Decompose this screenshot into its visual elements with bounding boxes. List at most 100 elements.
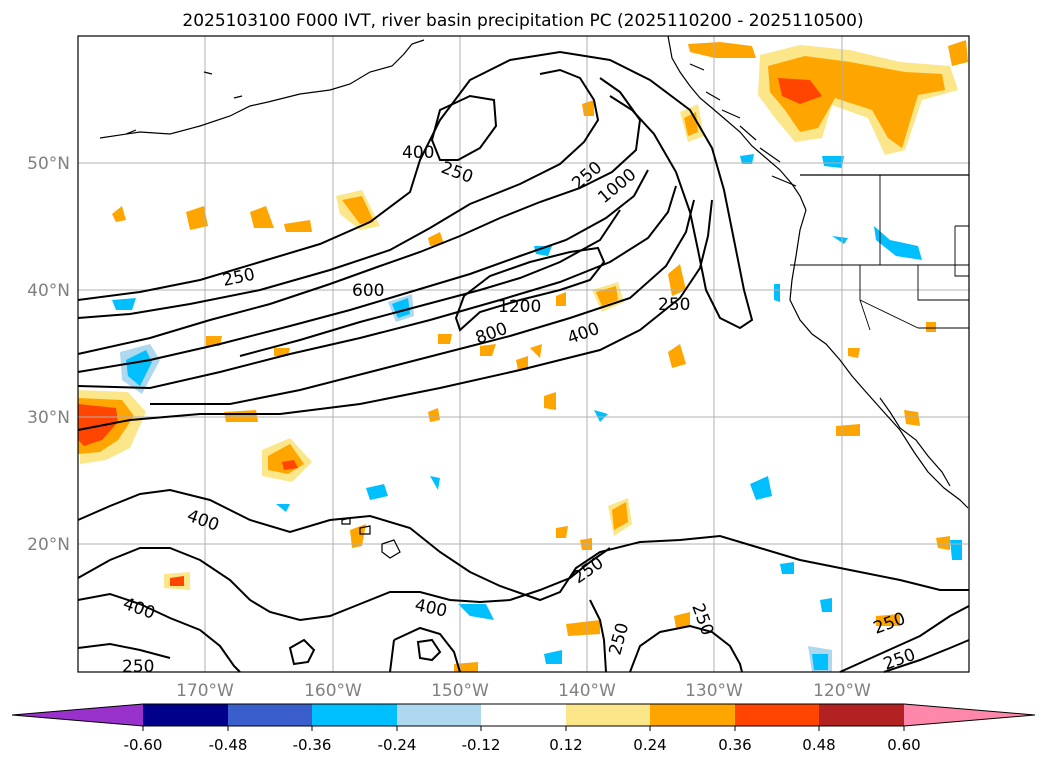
colorbar-tick-labels: -0.60 -0.48 -0.36 -0.24 -0.12 0.12 0.24 … [124, 736, 921, 754]
lat-label-50n: 50°N [27, 154, 70, 174]
shade-mid-13 [516, 356, 528, 370]
contour-ivt-south-loop-2 [288, 638, 316, 666]
contour-ivt-800-a [77, 185, 677, 390]
shade-mid-25 [556, 526, 568, 538]
shade-mid-3 [250, 206, 274, 228]
baja-coast [879, 397, 951, 487]
shade-coast-5 [936, 536, 950, 550]
bc-islands [689, 63, 797, 187]
colorbar-swatch [650, 704, 735, 726]
lat-label-30n: 30°N [27, 408, 70, 428]
shade-mid-17 [438, 334, 452, 344]
shade-bc-interior-peak [778, 78, 822, 104]
ivt-contours [77, 50, 970, 673]
colorbar: -0.60 -0.48 -0.36 -0.24 -0.12 0.12 0.24 … [11, 703, 1036, 754]
shade-ne-corner [948, 40, 968, 66]
colorbar-swatch [481, 704, 566, 726]
lat-labels: 50°N 40°N 30°N 20°N [27, 154, 70, 555]
colorbar-tick-label: 0.12 [549, 736, 582, 754]
contour-ivt-600-a [77, 169, 649, 373]
colorbar-swatch [312, 704, 397, 726]
colorbar-swatch [735, 704, 819, 726]
shade-mid-10 [668, 264, 686, 296]
shade-blue-8 [822, 156, 844, 168]
shade-hawaii-n-peak [282, 460, 298, 470]
shade-mid-21 [582, 100, 594, 116]
contour-label: 1200 [498, 297, 541, 317]
colorbar-tick-label: 0.24 [633, 736, 666, 754]
colorbar-ticks [142, 726, 905, 731]
coastlines [99, 35, 969, 509]
contour-ivt-south-right-2 [839, 605, 970, 673]
colorbar-tick-label: 0.60 [887, 736, 920, 754]
colorbar-swatch [566, 704, 650, 726]
contour-ivt-400-a [77, 77, 642, 355]
shade-mid-9c [596, 286, 618, 306]
contour-label: 400 [402, 143, 434, 163]
pacific-nw-coast [789, 209, 969, 509]
shade-blue-7 [874, 226, 922, 260]
shade-mid-1c [342, 196, 374, 224]
hawaii-big-island [381, 539, 401, 559]
shade-mid-2 [186, 206, 208, 230]
shade-mid-28 [674, 612, 690, 628]
contour-ivt-loop-1200 [454, 246, 606, 332]
colorbar-tick-label: -0.60 [124, 736, 163, 754]
shade-blue-12 [594, 410, 608, 422]
shade-blue-5 [750, 476, 772, 500]
contour-ivt-south-bottom [77, 642, 171, 659]
lat-label-20n: 20°N [27, 535, 70, 555]
shade-coast-4 [876, 614, 900, 626]
colorbar-tick-label: 0.48 [802, 736, 835, 754]
shade-mid-6 [428, 232, 444, 246]
shade-blue-10 [832, 236, 848, 244]
colorbar-tick-label: -0.48 [209, 736, 248, 754]
shade-blue-15 [276, 504, 290, 512]
colorbar-swatch [143, 704, 228, 726]
shade-mid-15 [530, 344, 542, 358]
alaska-coast [99, 39, 425, 139]
maui [359, 525, 371, 535]
shade-blue-4 [544, 650, 562, 664]
lon-label-170w: 170°W [176, 681, 234, 701]
shade-mid-23 [350, 524, 366, 548]
alaska-panhandle-coast [667, 35, 807, 211]
shade-coast-3 [836, 424, 860, 436]
shade-mid-11 [668, 344, 686, 368]
lon-label-120w: 120°W [813, 681, 871, 701]
contour-ivt-250-inner-2 [77, 68, 600, 319]
alaska-islands [125, 71, 243, 135]
lon-label-150w: 150°W [431, 681, 489, 701]
contour-label: 250 [658, 295, 690, 315]
shade-mid-14 [544, 392, 556, 410]
shade-bc-interior-core [768, 56, 945, 148]
contour-ivt-south-right-3 [883, 639, 970, 673]
shade-w-blob-peak [78, 404, 118, 446]
map-title: 2025103100 F000 IVT, river basin precipi… [182, 11, 863, 31]
contour-ivt-south-400 [77, 488, 969, 602]
shade-mid-12 [556, 292, 566, 306]
precip-shading [78, 40, 968, 672]
shade-coast-6 [926, 322, 936, 332]
contour-ivt-south-loop-3 [416, 638, 442, 662]
contour-ivt-outer [77, 199, 713, 431]
contour-ivt-south-low [77, 592, 241, 673]
colorbar-max-extend [904, 704, 1035, 726]
colorbar-tick-label: 0.36 [718, 736, 751, 754]
shade-blue-9 [740, 154, 754, 164]
colorbar-swatch [228, 704, 312, 726]
contour-ivt-1000-a [150, 199, 695, 405]
shade-blue-14 [820, 598, 832, 612]
shade-blue-16 [780, 562, 794, 574]
shade-blue-2 [430, 476, 440, 490]
colorbar-tick-label: -0.24 [378, 736, 417, 754]
shade-mid-27 [566, 620, 600, 636]
colorbar-min-extend [12, 704, 143, 726]
shade-blue-w1c [126, 350, 152, 386]
shade-blue-3 [458, 604, 494, 620]
shade-blue-11 [774, 284, 780, 302]
lon-label-160w: 160°W [304, 681, 362, 701]
shade-mid-5 [112, 206, 126, 222]
lat-label-40n: 40°N [27, 281, 70, 301]
